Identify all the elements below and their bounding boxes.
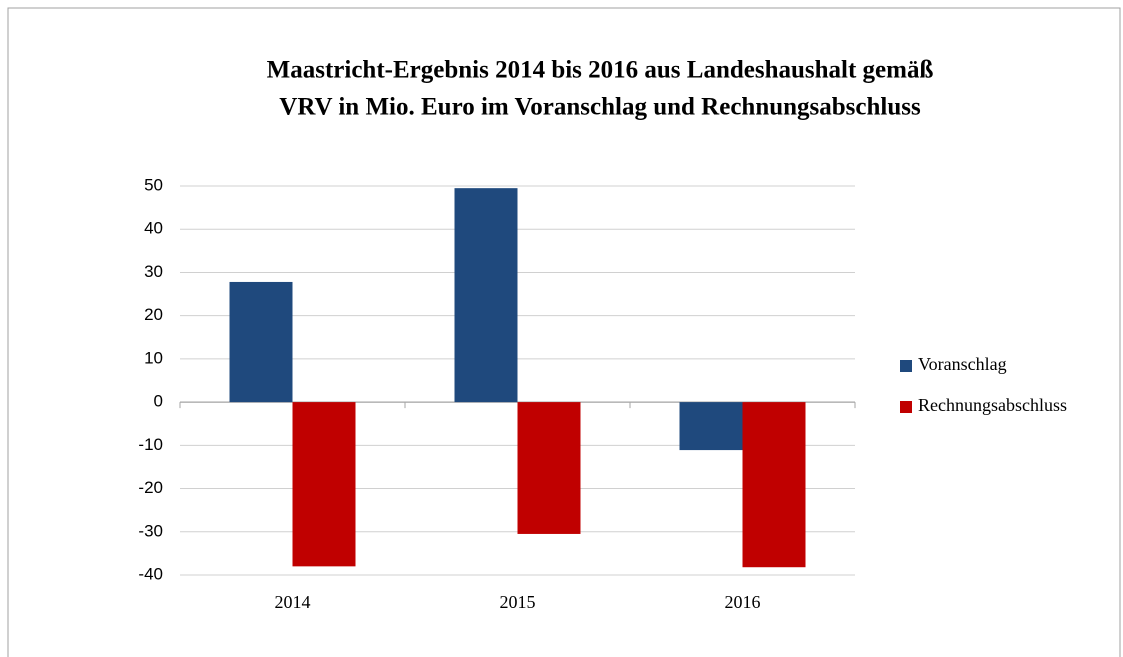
bar — [454, 188, 518, 403]
x-tick-label: 2014 — [275, 592, 311, 612]
y-tick-label: 30 — [144, 262, 163, 281]
y-tick-label: -40 — [138, 564, 163, 583]
legend-swatch — [900, 401, 912, 413]
y-tick-label: -10 — [138, 435, 163, 454]
y-tick-label: -20 — [138, 478, 163, 497]
legend-label: Voranschlag — [918, 354, 1007, 374]
bar — [679, 402, 743, 451]
bar — [517, 402, 581, 534]
bar — [292, 402, 356, 567]
chart-title: Maastricht-Ergebnis 2014 bis 2016 aus La… — [267, 57, 934, 84]
legend-swatch — [900, 360, 912, 372]
legend-label: Rechnungsabschluss — [918, 395, 1067, 415]
y-tick-label: 50 — [144, 175, 163, 194]
y-tick-label: -30 — [138, 521, 163, 540]
bar — [229, 281, 293, 403]
x-tick-label: 2015 — [500, 592, 536, 612]
x-tick-label: 2016 — [725, 592, 761, 612]
y-tick-label: 40 — [144, 219, 163, 238]
y-tick-label: 10 — [144, 348, 163, 367]
y-tick-label: 20 — [144, 305, 163, 324]
y-tick-label: 0 — [154, 392, 163, 411]
bar — [742, 402, 806, 568]
chart-title: VRV in Mio. Euro im Voranschlag und Rech… — [279, 94, 921, 121]
chart-frame — [7, 7, 1121, 657]
